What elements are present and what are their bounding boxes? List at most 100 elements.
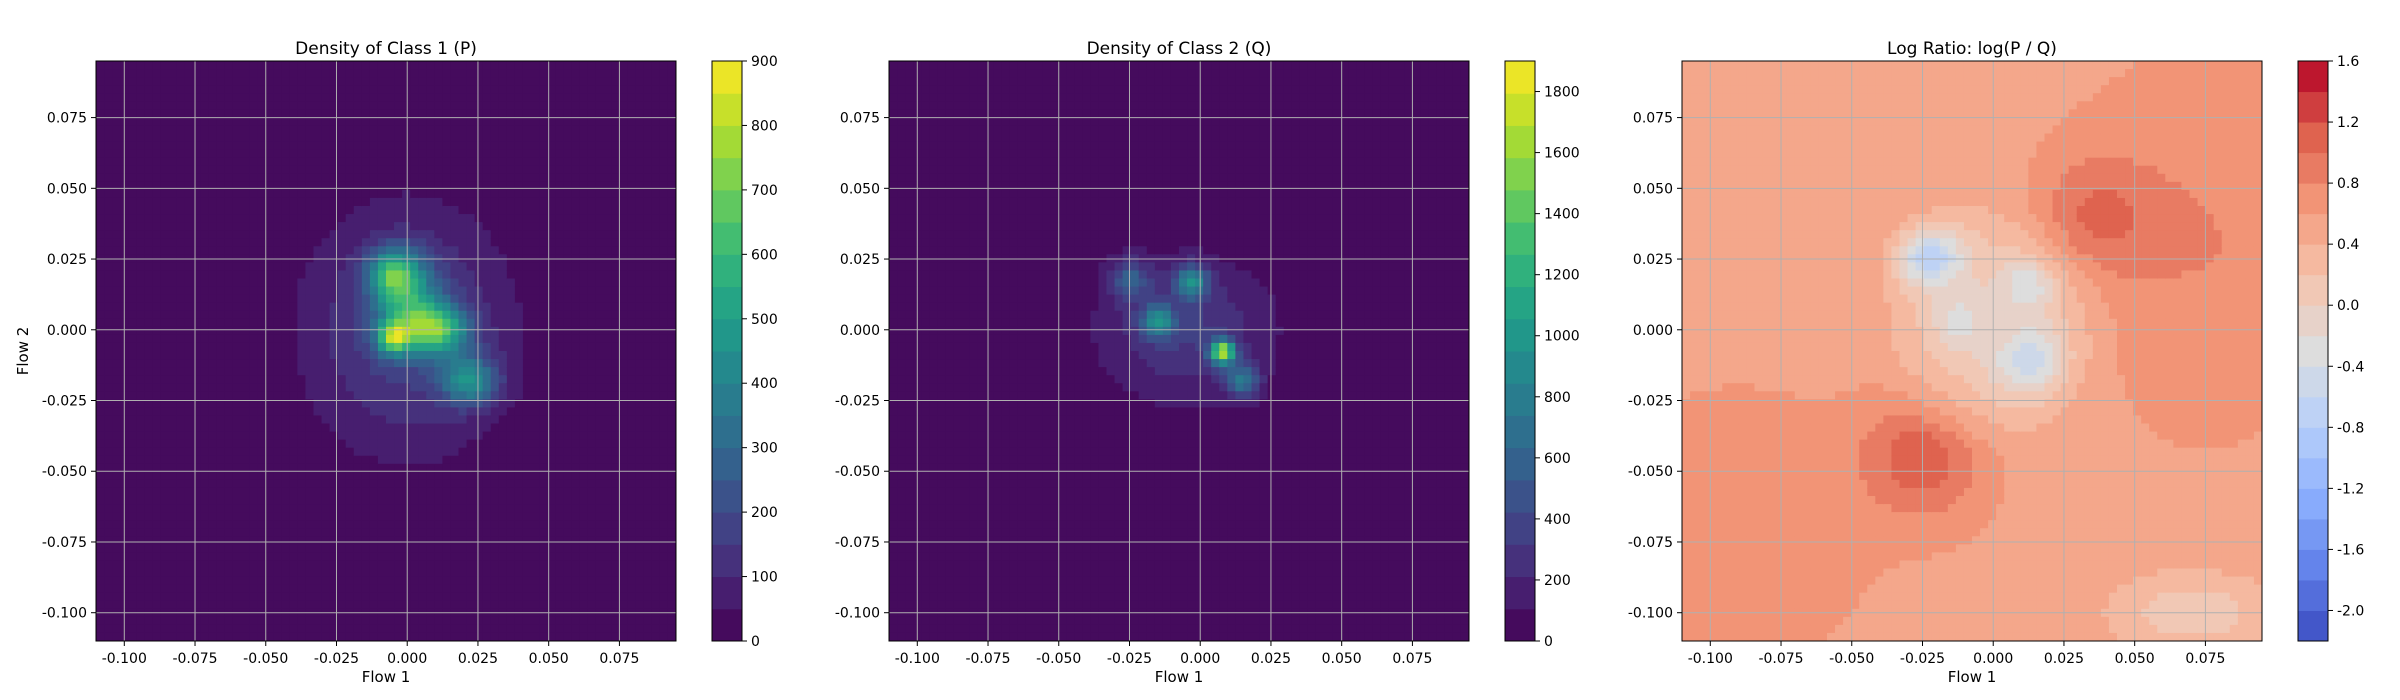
heatmap-cell bbox=[482, 504, 492, 513]
heatmap-cell bbox=[112, 584, 121, 594]
heatmap-cell bbox=[522, 367, 532, 376]
heatmap-cell bbox=[192, 487, 202, 497]
heatmap-cell bbox=[434, 206, 443, 215]
heatmap-cell bbox=[474, 302, 484, 312]
heatmap-cell bbox=[394, 181, 403, 191]
heatmap-cell bbox=[426, 77, 435, 86]
heatmap-cell bbox=[506, 342, 516, 352]
heatmap-cell bbox=[329, 141, 339, 151]
heatmap-cell bbox=[104, 632, 113, 641]
heatmap-cell bbox=[184, 93, 194, 102]
heatmap-cell bbox=[643, 109, 653, 118]
heatmap-cell bbox=[587, 93, 597, 102]
heatmap-cell bbox=[168, 69, 178, 78]
heatmap-cell bbox=[96, 528, 105, 537]
heatmap-cell bbox=[353, 439, 363, 449]
heatmap-cell bbox=[506, 197, 516, 207]
heatmap-cell bbox=[522, 504, 532, 513]
heatmap-cell bbox=[434, 367, 443, 376]
heatmap-cell bbox=[152, 334, 162, 344]
heatmap-cell bbox=[482, 173, 492, 183]
heatmap-cell bbox=[563, 431, 572, 441]
heatmap-cell bbox=[595, 544, 605, 553]
heatmap-cell bbox=[353, 391, 363, 400]
heatmap-cell bbox=[514, 342, 524, 352]
heatmap-cell bbox=[563, 101, 572, 110]
heatmap-cell bbox=[434, 334, 443, 344]
heatmap-cell bbox=[571, 246, 580, 255]
heatmap-cell bbox=[635, 302, 645, 312]
heatmap-cell bbox=[522, 270, 532, 280]
heatmap-cell bbox=[112, 576, 121, 586]
heatmap-cell bbox=[386, 230, 395, 239]
heatmap-cell bbox=[265, 262, 274, 272]
heatmap-cell bbox=[353, 415, 363, 425]
heatmap-cell bbox=[152, 101, 162, 110]
heatmap-cell bbox=[522, 294, 532, 304]
heatmap-cell bbox=[297, 528, 307, 537]
heatmap-cell bbox=[539, 407, 548, 417]
heatmap-cell bbox=[281, 61, 290, 70]
heatmap-cell bbox=[506, 93, 516, 102]
heatmap-cell bbox=[611, 383, 621, 392]
heatmap-cell bbox=[96, 93, 105, 102]
heatmap-cell bbox=[490, 431, 500, 441]
heatmap-cell bbox=[555, 342, 564, 352]
heatmap-cell bbox=[273, 310, 282, 320]
heatmap-cell bbox=[112, 69, 121, 78]
heatmap-cell bbox=[265, 222, 274, 231]
heatmap-cell bbox=[241, 479, 250, 489]
heatmap-cell bbox=[200, 512, 210, 521]
heatmap-cell bbox=[635, 294, 645, 304]
heatmap-cell bbox=[498, 278, 508, 288]
heatmap-cell bbox=[257, 206, 266, 215]
heatmap-cell bbox=[482, 447, 492, 457]
heatmap-cell bbox=[579, 423, 588, 433]
heatmap-cell bbox=[200, 181, 210, 191]
heatmap-cell bbox=[402, 230, 411, 239]
heatmap-cell bbox=[410, 125, 419, 135]
heatmap-cell bbox=[361, 616, 371, 626]
heatmap-cell bbox=[192, 214, 202, 223]
heatmap-cell bbox=[249, 375, 258, 384]
heatmap-cell bbox=[241, 439, 250, 449]
heatmap-cell bbox=[200, 133, 210, 143]
heatmap-cell bbox=[394, 157, 403, 167]
heatmap-cell bbox=[249, 326, 258, 336]
heatmap-cell bbox=[273, 286, 282, 296]
heatmap-cell bbox=[595, 496, 605, 505]
heatmap-cell bbox=[531, 391, 540, 400]
heatmap-cell bbox=[305, 206, 315, 215]
heatmap-cell bbox=[514, 479, 524, 489]
heatmap-cell bbox=[587, 222, 597, 231]
heatmap-cell bbox=[184, 367, 194, 376]
heatmap-cell bbox=[361, 383, 371, 392]
heatmap-cell bbox=[611, 302, 621, 312]
heatmap-cell bbox=[522, 520, 532, 529]
heatmap-cell bbox=[241, 206, 250, 215]
heatmap-cell bbox=[434, 359, 443, 368]
heatmap-cell bbox=[418, 407, 427, 417]
heatmap-cell bbox=[522, 117, 532, 127]
heatmap-cell bbox=[587, 399, 597, 408]
heatmap-cell bbox=[337, 391, 347, 400]
heatmap-cell bbox=[539, 552, 548, 562]
heatmap-cell bbox=[168, 206, 178, 215]
heatmap-cell bbox=[144, 85, 153, 94]
heatmap-cell bbox=[386, 439, 395, 449]
heatmap-cell bbox=[136, 246, 145, 255]
heatmap-cell bbox=[329, 512, 339, 521]
heatmap-cell bbox=[603, 222, 613, 231]
heatmap-cell bbox=[208, 310, 218, 320]
heatmap-cell bbox=[200, 149, 210, 159]
heatmap-cell bbox=[490, 552, 500, 562]
heatmap-cell bbox=[192, 504, 202, 513]
heatmap-cell bbox=[353, 133, 363, 143]
heatmap-cell bbox=[474, 616, 484, 626]
heatmap-cell bbox=[555, 624, 564, 634]
heatmap-cell bbox=[289, 367, 298, 376]
heatmap-cell bbox=[627, 206, 637, 215]
heatmap-cell bbox=[531, 423, 540, 433]
heatmap-cell bbox=[104, 487, 113, 497]
heatmap-cell bbox=[369, 310, 379, 320]
